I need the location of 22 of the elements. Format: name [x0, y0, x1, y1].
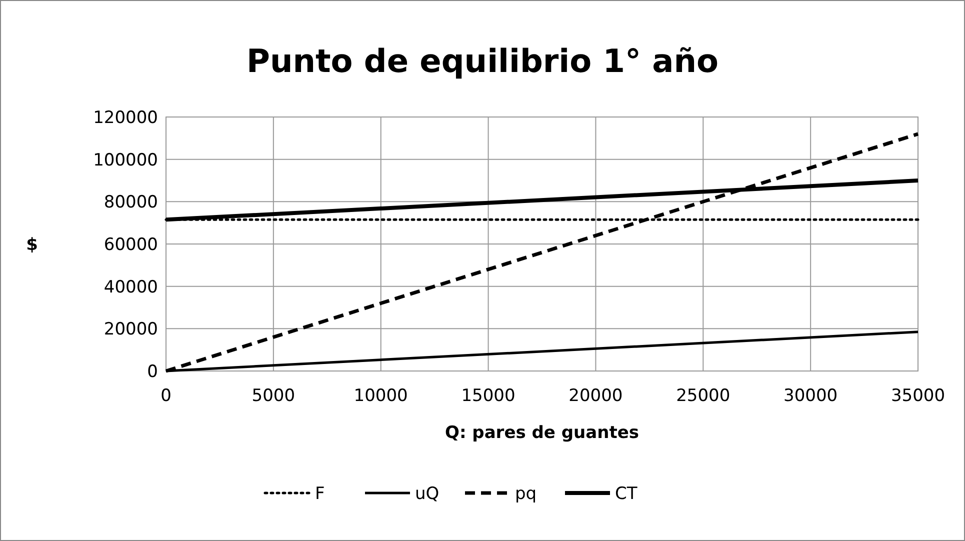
x-tick-label: 15000: [461, 386, 516, 406]
chart-title: Punto de equilibrio 1° año: [246, 42, 719, 80]
x-tick-label: 10000: [354, 386, 408, 406]
x-tick-label: 5000: [252, 386, 296, 406]
x-tick-label: 30000: [784, 386, 838, 406]
y-tick-label: 80000: [104, 192, 158, 213]
x-axis-title: Q: pares de guantes: [445, 423, 639, 443]
y-axis-title: $: [26, 235, 38, 255]
x-tick-label: 25000: [676, 386, 730, 406]
legend-label: uQ: [415, 484, 440, 504]
x-tick-label: 20000: [568, 386, 623, 406]
y-tick-label: 60000: [104, 235, 158, 255]
y-tick-label: 20000: [104, 320, 158, 340]
y-tick-label: 120000: [93, 108, 158, 128]
y-tick-label: 40000: [104, 277, 158, 298]
y-tick-label: 0: [147, 362, 158, 382]
x-tick-label: 0: [160, 386, 172, 406]
x-tick-label: 35000: [890, 386, 946, 406]
y-tick-label: 100000: [93, 150, 158, 170]
legend-label: F: [315, 484, 325, 504]
legend-label: pq: [515, 484, 537, 504]
legend-label: CT: [615, 484, 638, 504]
